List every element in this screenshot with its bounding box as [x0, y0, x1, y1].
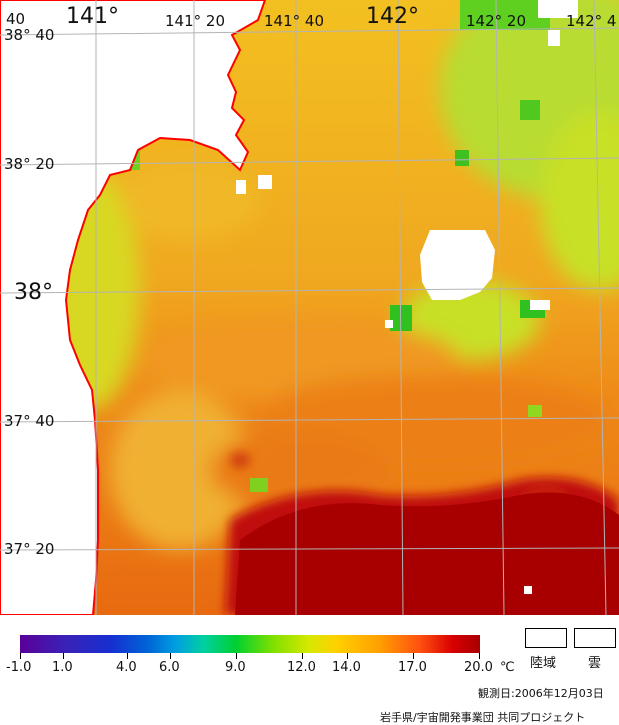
- lat-label-37-20: 37° 20: [4, 540, 55, 558]
- colorbar-tick-label: 20.0: [464, 660, 493, 675]
- lon-label-141-20: 141° 20: [165, 12, 225, 30]
- colorbar-unit: ℃: [500, 660, 515, 675]
- colorbar-tick: [20, 653, 21, 659]
- lon-label-142: 142°: [366, 4, 419, 29]
- colorbar-tick-label: 4.0: [116, 660, 137, 675]
- land-legend-swatch: [525, 628, 567, 648]
- colorbar-tick-label: 1.0: [52, 660, 73, 675]
- credit-line: 岩手県/宇宙開発事業団 共同プロジェクト: [380, 711, 586, 724]
- lon-label-142-40: 142° 4: [566, 12, 617, 30]
- colorbar-tick-label: 12.0: [287, 660, 316, 675]
- corner-label: 40: [6, 10, 26, 28]
- lat-label-38-20: 38° 20: [4, 155, 55, 173]
- lon-label-141: 141°: [66, 4, 119, 29]
- colorbar-tick: [236, 653, 237, 659]
- lon-label-141-40: 141° 40: [264, 12, 324, 30]
- temperature-colorbar: [20, 635, 480, 653]
- cloud-legend-swatch: [574, 628, 616, 648]
- colorbar-tick: [413, 653, 414, 659]
- colorbar-tick: [170, 653, 171, 659]
- colorbar-tick-label: 9.0: [225, 660, 246, 675]
- observation-date: 観測日:2006年12月03日: [478, 687, 604, 700]
- colorbar-tick-label: 14.0: [332, 660, 361, 675]
- lon-label-142-20: 142° 20: [466, 12, 526, 30]
- lat-label-38-40: 38° 40: [4, 26, 55, 44]
- colorbar-tick-label: 17.0: [398, 660, 427, 675]
- colorbar-tick: [347, 653, 348, 659]
- lat-label-37-40: 37° 40: [4, 412, 55, 430]
- colorbar-tick-label: 6.0: [159, 660, 180, 675]
- colorbar-tick: [302, 653, 303, 659]
- land-legend-label: 陸域: [530, 656, 557, 671]
- colorbar-tick-label: -1.0: [6, 660, 32, 675]
- colorbar-tick: [63, 653, 64, 659]
- colorbar-tick: [127, 653, 128, 659]
- land-area: [0, 0, 267, 615]
- sst-map: [0, 0, 619, 615]
- colorbar-tick: [479, 653, 480, 659]
- lat-label-38: 38°: [14, 280, 53, 305]
- cloud-legend-label: 雲: [588, 656, 602, 671]
